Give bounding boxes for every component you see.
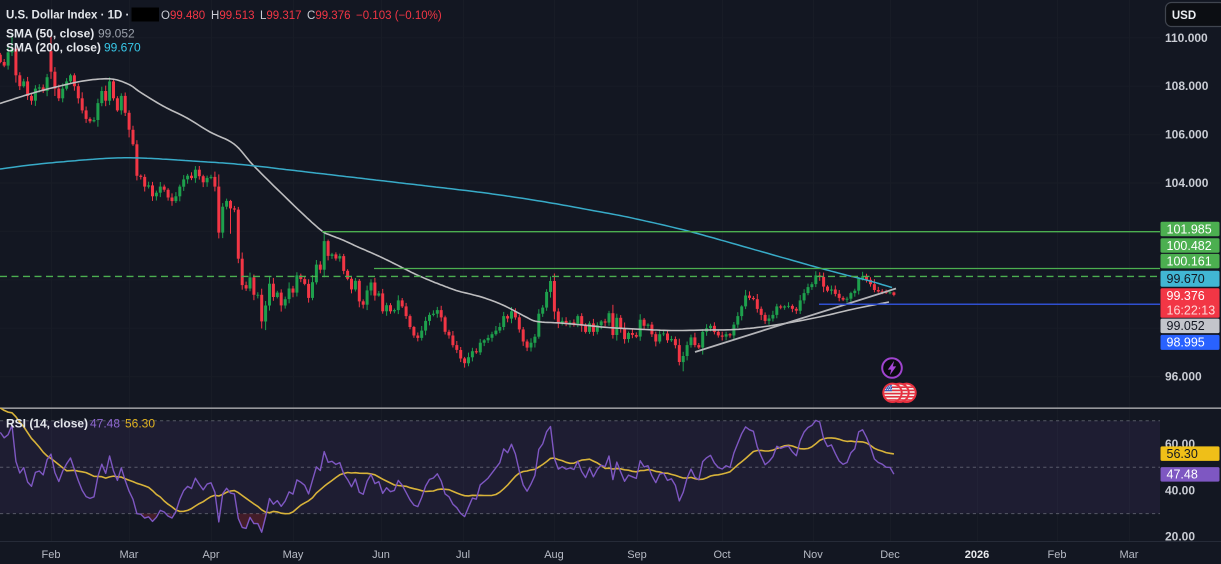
svg-text:RSI (14, close): RSI (14, close) [6,417,88,431]
svg-text:SMA (50, close): SMA (50, close) [6,27,94,41]
svg-text:C99.376: C99.376 [307,10,351,22]
svg-text:Dec: Dec [880,549,900,561]
svg-text:USD: USD [1172,10,1196,22]
svg-text:Feb: Feb [1048,549,1067,561]
svg-text:40.00: 40.00 [1165,483,1195,497]
svg-text:99.052: 99.052 [1167,319,1205,333]
svg-text:16:22:13: 16:22:13 [1167,303,1216,317]
svg-text:U.S. Dollar Index · 1D ·: U.S. Dollar Index · 1D · [6,10,129,22]
svg-text:100.161: 100.161 [1167,255,1212,269]
svg-text:L99.317: L99.317 [260,10,302,22]
svg-text:Nov: Nov [803,549,823,561]
svg-text:110.000: 110.000 [1165,31,1208,45]
svg-text:20.00: 20.00 [1165,530,1195,544]
svg-text:Mar: Mar [120,549,139,561]
svg-text:−0.103 (−0.10%): −0.103 (−0.10%) [356,10,442,22]
svg-text:56.30: 56.30 [125,417,155,431]
svg-text:98.995: 98.995 [1167,336,1205,350]
svg-text:100.482: 100.482 [1167,239,1212,253]
svg-text:SMA (200, close): SMA (200, close) [6,41,101,55]
svg-text:108.000: 108.000 [1165,79,1209,93]
svg-text:101.985: 101.985 [1167,222,1212,236]
svg-text:47.48: 47.48 [90,417,120,431]
svg-text:Oct: Oct [713,549,730,561]
svg-text:Sep: Sep [627,549,647,561]
svg-text:Aug: Aug [544,549,564,561]
svg-text:Jun: Jun [372,549,390,561]
svg-text:104.000: 104.000 [1165,176,1209,190]
svg-text:Mar: Mar [1120,549,1139,561]
svg-text:2026: 2026 [965,549,989,561]
svg-text:Jul: Jul [456,549,470,561]
svg-text:99.670: 99.670 [104,41,141,55]
svg-text:99.670: 99.670 [1167,272,1205,286]
svg-text:H99.513: H99.513 [211,10,255,22]
svg-text:56.30: 56.30 [1167,447,1198,461]
svg-text:Feb: Feb [42,549,61,561]
svg-text:May: May [283,549,304,561]
svg-text:Apr: Apr [202,549,219,561]
svg-text:O99.480: O99.480 [161,10,205,22]
svg-text:106.000: 106.000 [1165,128,1209,142]
svg-text:47.48: 47.48 [1167,468,1198,482]
svg-text:99.376: 99.376 [1167,289,1205,303]
svg-text:96.000: 96.000 [1165,370,1202,384]
svg-text:99.052: 99.052 [98,27,135,41]
